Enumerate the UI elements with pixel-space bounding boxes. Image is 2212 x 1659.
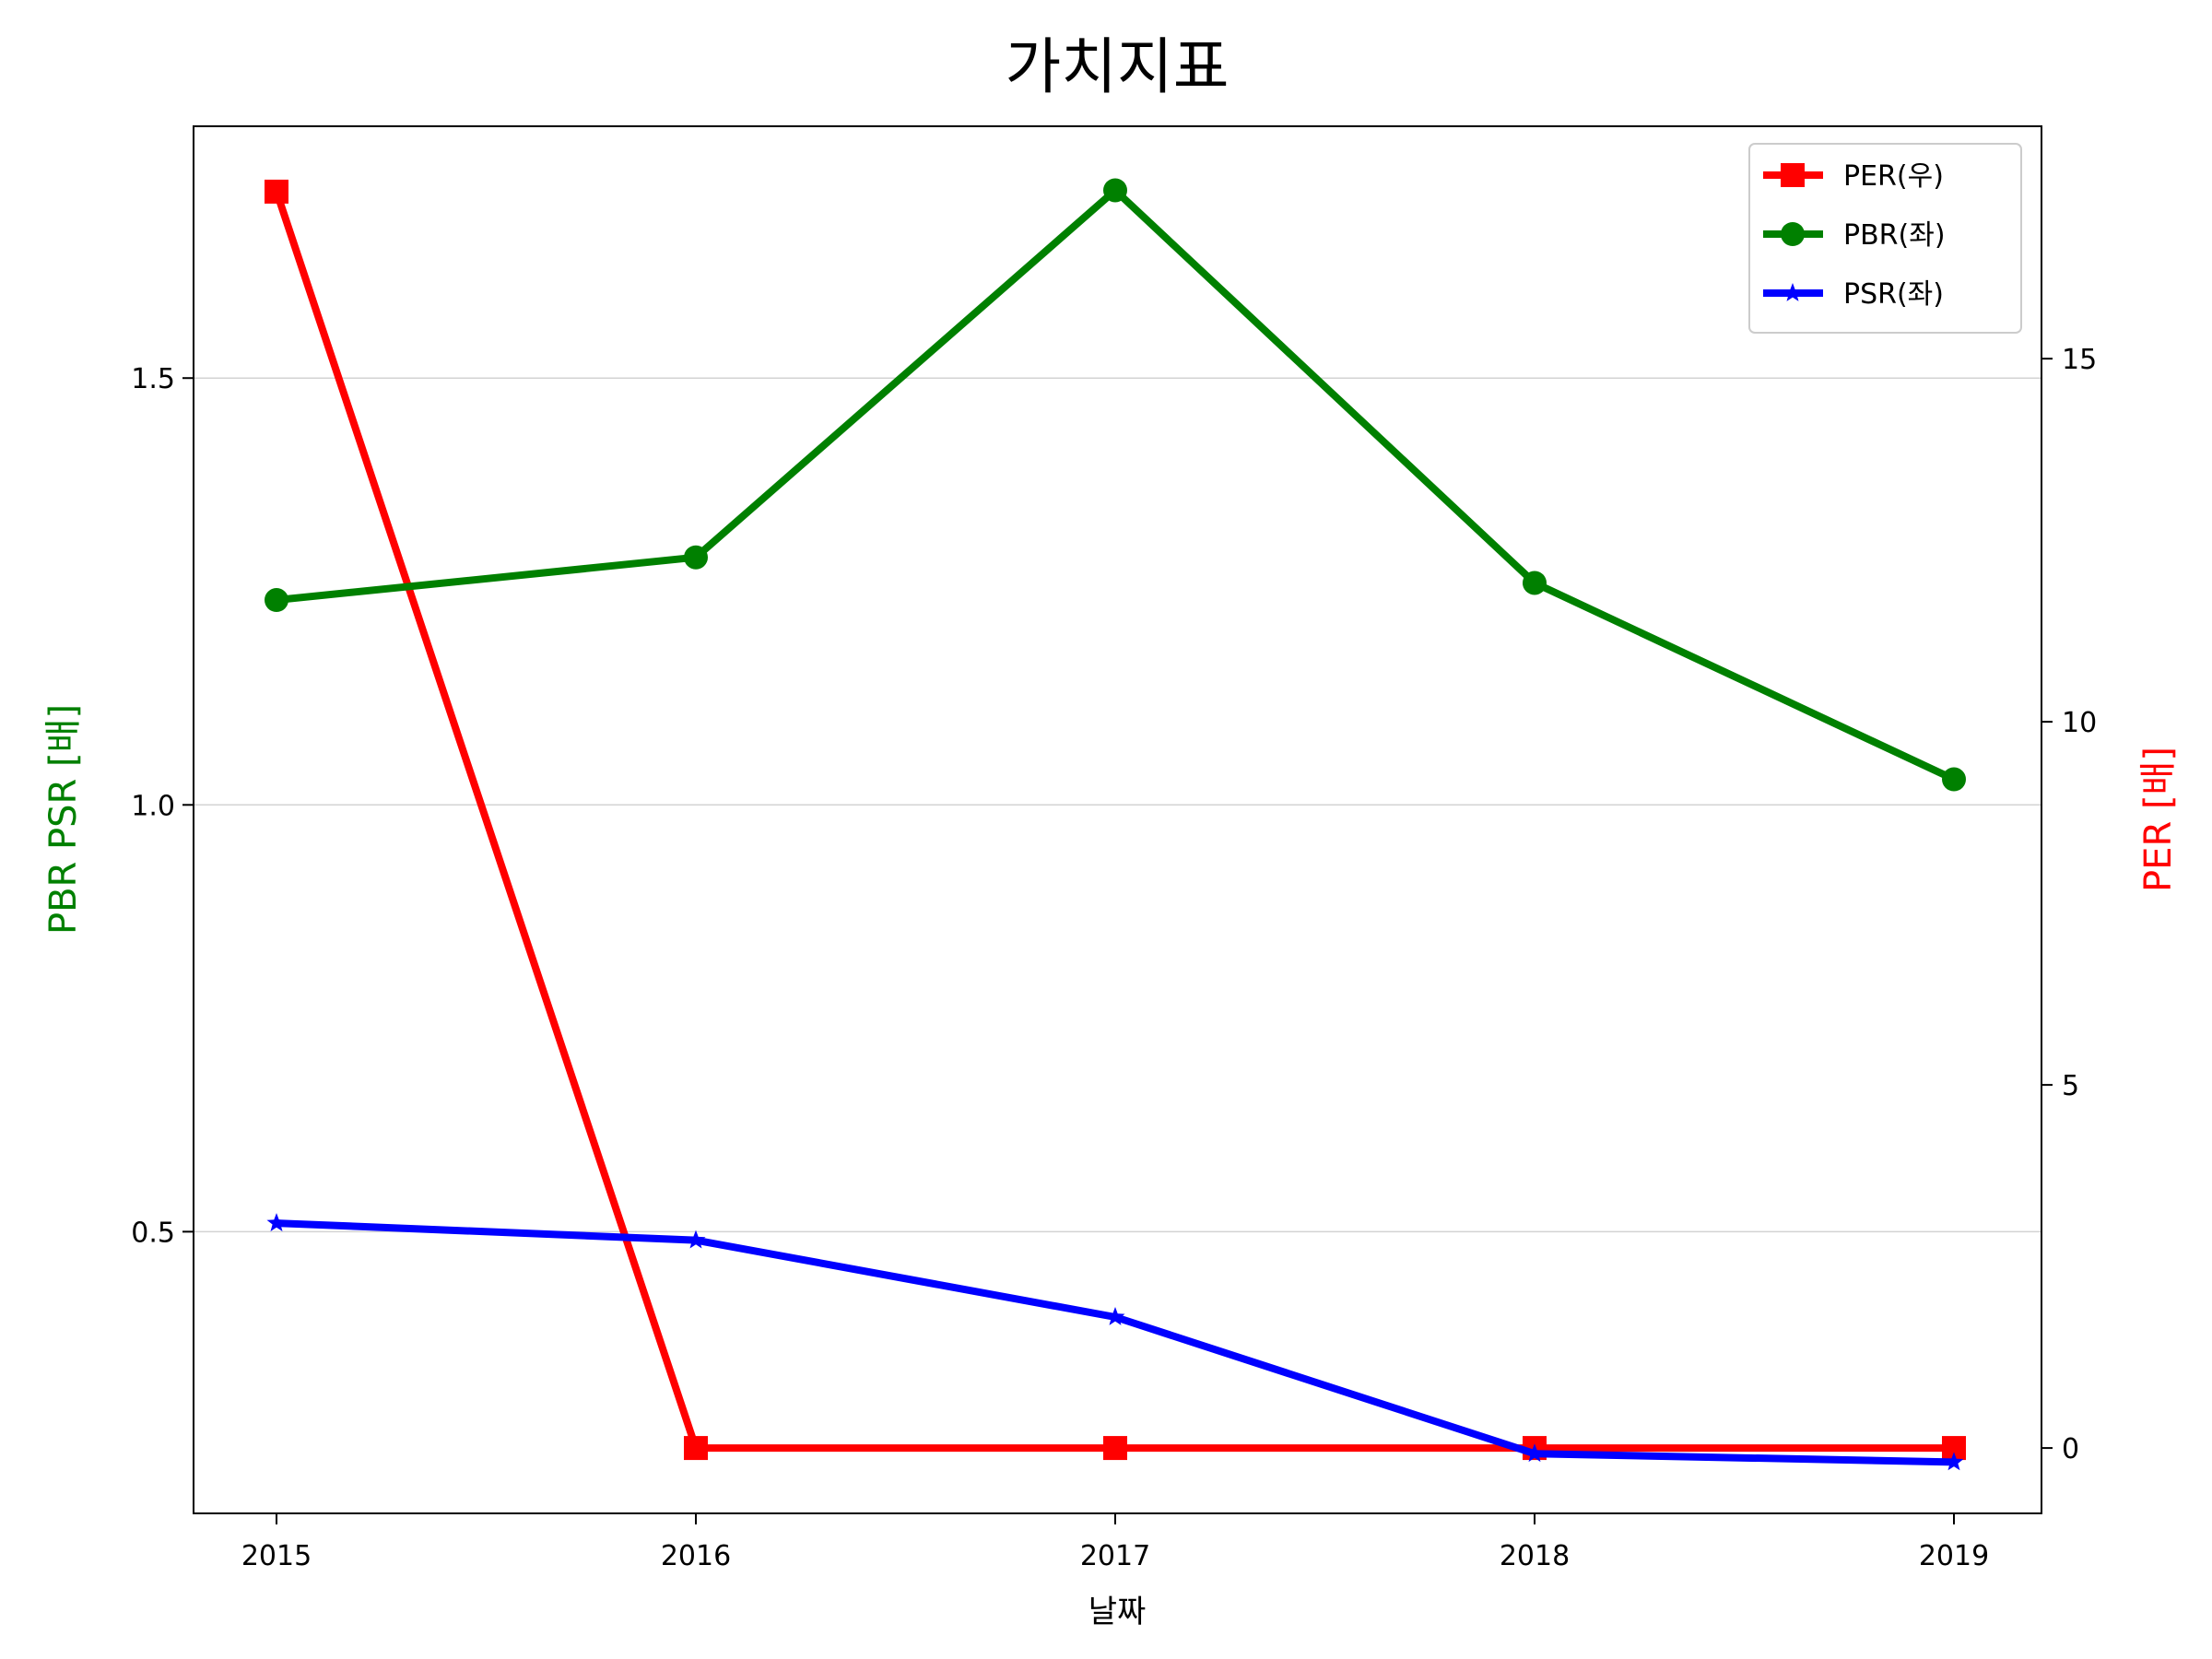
y-right-tick-label: 0 [2062,1433,2079,1465]
series-layer [265,178,1966,1471]
x-tick-label: 2015 [241,1540,312,1572]
data-point-marker [1942,767,1966,792]
legend-box [1748,143,2022,334]
data-point-marker [265,588,288,613]
data-point-marker [1524,1443,1545,1463]
data-point-marker [1523,571,1547,595]
y-left-tick-label: 1.5 [131,363,175,395]
y-axis-left-label: PBR PSR [배] [42,704,85,935]
y-left-tick-label: 1.0 [131,790,175,822]
y-left-tick-label: 0.5 [131,1217,175,1249]
data-point-marker [1103,178,1127,203]
legend-label: PBR(좌) [1843,219,1946,252]
data-point-marker [1103,1436,1127,1461]
x-tick-label: 2018 [1500,1540,1570,1572]
data-point-marker [684,1436,708,1461]
legend-marker [1781,222,1805,246]
x-tick-label: 2017 [1080,1540,1150,1572]
x-tick-label: 2016 [661,1540,731,1572]
data-point-marker [686,1230,706,1249]
data-point-marker [266,1213,287,1231]
x-axis-label: 날짜 [1088,1594,1147,1630]
y-right-tick-label: 10 [2062,707,2097,739]
legend-marker [1783,283,1803,301]
legend-label: PSR(좌) [1843,278,1944,311]
legend-label: PER(우) [1843,160,1944,193]
plot-frame [193,125,2042,1514]
axes: 0.5 1.0 1.5 0 5 10 15 2015 2016 2017 2018 2019 [131,344,2097,1572]
legend: PER(우) PBR(좌) PSR(좌) [1748,143,2022,334]
x-tick-label: 2019 [1919,1540,1989,1572]
chart-title: 가치지표 [1006,31,1230,102]
data-point-marker [265,179,288,204]
data-point-marker [1105,1307,1125,1325]
y-right-tick-label: 15 [2062,344,2097,376]
y-right-tick-label: 5 [2062,1070,2079,1102]
legend-marker [1781,163,1805,187]
data-point-marker [684,545,708,570]
data-point-marker [1944,1452,1964,1471]
y-axis-right-label: PER [배] [2137,747,2180,892]
